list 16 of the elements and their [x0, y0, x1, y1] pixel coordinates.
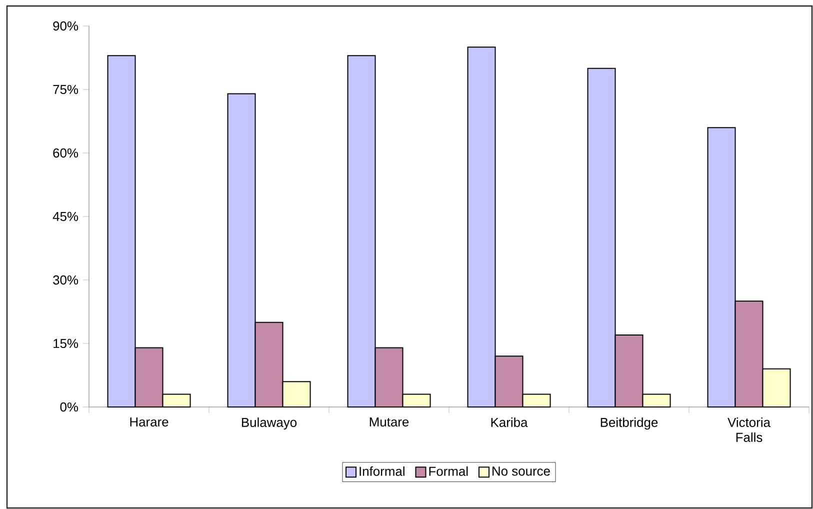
legend-label: Informal [360, 466, 404, 476]
legend-label: Formal [429, 466, 468, 476]
x-tick-label: Harare [130, 418, 168, 427]
y-tick-label: 75% [53, 84, 78, 94]
x-tick-label: Victoria Falls [728, 417, 770, 442]
x-tick-label: Bulawayo [242, 417, 297, 430]
y-tick-label: 15% [54, 338, 78, 348]
x-tick-label: Kariba [491, 417, 528, 428]
x-tick-label: Mutare [370, 418, 409, 427]
y-tick-label: 30% [53, 275, 78, 285]
y-tick-label: 45% [52, 212, 78, 222]
y-tick-label: 60% [53, 148, 78, 158]
y-tick-label: 90% [53, 21, 78, 31]
x-tick-label: Beitbridge [600, 417, 658, 430]
y-tick-label: 0% [60, 402, 78, 412]
legend-label: No source [492, 466, 550, 476]
